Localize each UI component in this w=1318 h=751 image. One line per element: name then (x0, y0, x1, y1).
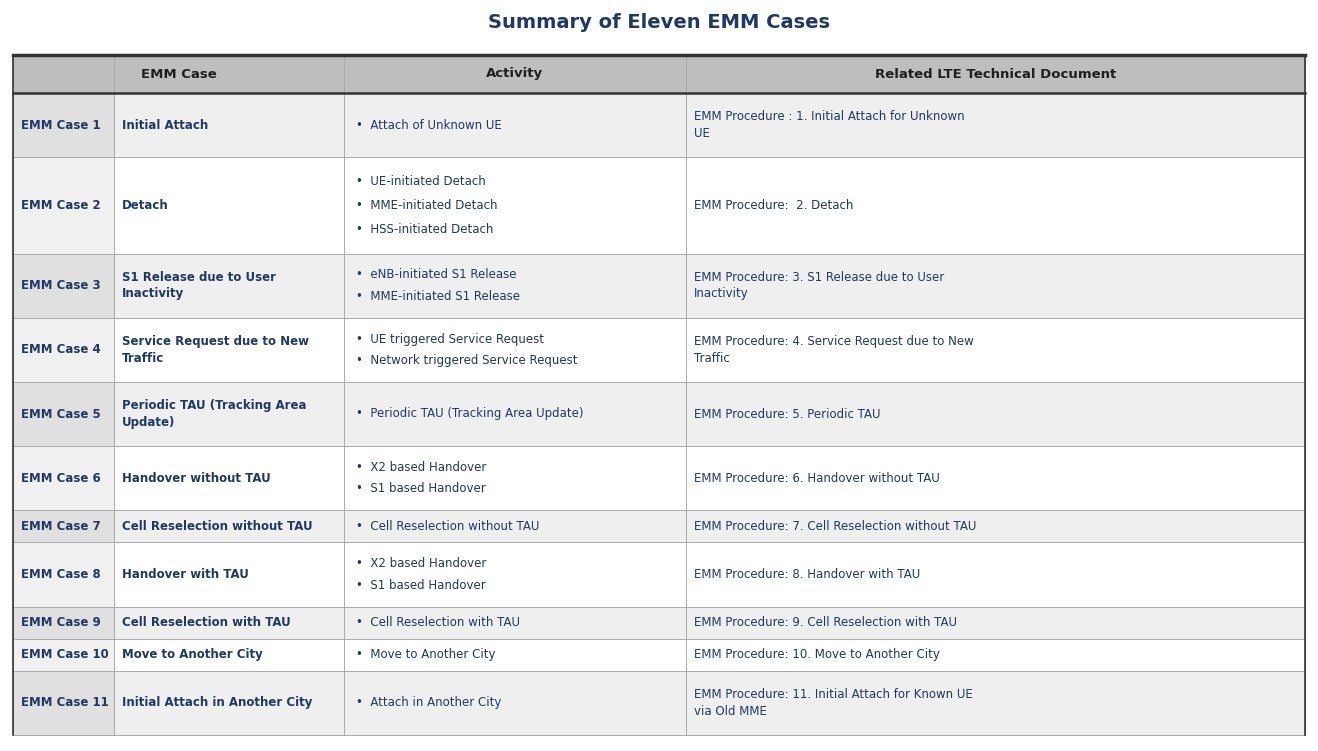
Bar (13, 542, 113, 607)
Bar (113, 542, 344, 607)
Bar (687, 607, 1305, 638)
Text: •  S1 based Handover: • S1 based Handover (356, 579, 485, 592)
Text: EMM Procedure:  2. Detach: EMM Procedure: 2. Detach (695, 199, 854, 212)
Text: S1 Release due to User
Inactivity: S1 Release due to User Inactivity (121, 271, 275, 300)
Text: •  S1 based Handover: • S1 based Handover (356, 482, 485, 496)
Text: Move to Another City: Move to Another City (121, 648, 262, 661)
Text: EMM Procedure: 11. Initial Attach for Known UE
via Old MME: EMM Procedure: 11. Initial Attach for Kn… (695, 688, 973, 718)
Bar (113, 318, 344, 382)
Bar (113, 510, 344, 542)
Bar (344, 93, 687, 157)
Bar (687, 157, 1305, 254)
Text: EMM Procedure: 5. Periodic TAU: EMM Procedure: 5. Periodic TAU (695, 408, 880, 421)
Bar (344, 446, 687, 510)
Bar (113, 446, 344, 510)
Bar (113, 607, 344, 638)
Text: Cell Reselection without TAU: Cell Reselection without TAU (121, 520, 312, 533)
Text: EMM Case 9: EMM Case 9 (21, 616, 100, 629)
Text: Periodic TAU (Tracking Area
Update): Periodic TAU (Tracking Area Update) (121, 400, 306, 429)
Bar (687, 510, 1305, 542)
Text: •  Periodic TAU (Tracking Area Update): • Periodic TAU (Tracking Area Update) (356, 408, 584, 421)
Bar (344, 254, 687, 318)
Bar (687, 382, 1305, 446)
Bar (687, 671, 1305, 735)
Text: EMM Procedure: 10. Move to Another City: EMM Procedure: 10. Move to Another City (695, 648, 940, 661)
Text: Initial Attach in Another City: Initial Attach in Another City (121, 696, 312, 710)
Bar (13, 446, 113, 510)
Text: EMM Case 8: EMM Case 8 (21, 568, 100, 581)
Text: •  eNB-initiated S1 Release: • eNB-initiated S1 Release (356, 268, 517, 282)
Text: •  X2 based Handover: • X2 based Handover (356, 557, 486, 570)
Text: EMM Case 11: EMM Case 11 (21, 696, 109, 710)
Text: EMM Case 10: EMM Case 10 (21, 648, 109, 661)
Text: Handover with TAU: Handover with TAU (121, 568, 249, 581)
Text: •  Cell Reselection without TAU: • Cell Reselection without TAU (356, 520, 539, 533)
Text: •  Attach of Unknown UE: • Attach of Unknown UE (356, 119, 502, 131)
Text: Summary of Eleven EMM Cases: Summary of Eleven EMM Cases (488, 13, 830, 32)
Bar (13, 318, 113, 382)
Bar (344, 318, 687, 382)
Text: •  MME-initiated Detach: • MME-initiated Detach (356, 199, 497, 212)
Bar (344, 607, 687, 638)
Bar (344, 157, 687, 254)
Text: EMM Procedure: 9. Cell Reselection with TAU: EMM Procedure: 9. Cell Reselection with … (695, 616, 957, 629)
Bar (13, 638, 113, 671)
Text: EMM Procedure: 6. Handover without TAU: EMM Procedure: 6. Handover without TAU (695, 472, 940, 484)
Text: •  UE-initiated Detach: • UE-initiated Detach (356, 175, 485, 188)
Bar (687, 93, 1305, 157)
Text: Activity: Activity (486, 68, 543, 80)
Bar (13, 510, 113, 542)
Bar (13, 55, 1305, 93)
Text: EMM Case 3: EMM Case 3 (21, 279, 100, 292)
Text: EMM Procedure: 7. Cell Reselection without TAU: EMM Procedure: 7. Cell Reselection witho… (695, 520, 977, 533)
Bar (344, 671, 687, 735)
Text: Detach: Detach (121, 199, 169, 212)
Text: Related LTE Technical Document: Related LTE Technical Document (875, 68, 1116, 80)
Bar (13, 607, 113, 638)
Text: •  HSS-initiated Detach: • HSS-initiated Detach (356, 223, 493, 236)
Bar (687, 446, 1305, 510)
Bar (113, 157, 344, 254)
Bar (344, 382, 687, 446)
Text: Service Request due to New
Traffic: Service Request due to New Traffic (121, 335, 308, 364)
Text: Handover without TAU: Handover without TAU (121, 472, 270, 484)
Bar (113, 671, 344, 735)
Bar (687, 542, 1305, 607)
Bar (113, 254, 344, 318)
Text: •  Network triggered Service Request: • Network triggered Service Request (356, 354, 577, 367)
Bar (687, 254, 1305, 318)
Text: EMM Procedure: 8. Handover with TAU: EMM Procedure: 8. Handover with TAU (695, 568, 920, 581)
Text: •  X2 based Handover: • X2 based Handover (356, 461, 486, 474)
Bar (113, 638, 344, 671)
Bar (344, 638, 687, 671)
Text: EMM Procedure: 4. Service Request due to New
Traffic: EMM Procedure: 4. Service Request due to… (695, 335, 974, 364)
Text: •  UE triggered Service Request: • UE triggered Service Request (356, 333, 544, 345)
Bar (113, 93, 344, 157)
Text: EMM Procedure: 3. S1 Release due to User
Inactivity: EMM Procedure: 3. S1 Release due to User… (695, 271, 945, 300)
Text: •  Attach in Another City: • Attach in Another City (356, 696, 501, 710)
Bar (344, 542, 687, 607)
Text: EMM Case 7: EMM Case 7 (21, 520, 100, 533)
Bar (13, 254, 113, 318)
Bar (13, 157, 113, 254)
Bar (687, 318, 1305, 382)
Text: EMM Procedure : 1. Initial Attach for Unknown
UE: EMM Procedure : 1. Initial Attach for Un… (695, 110, 965, 140)
Bar (13, 93, 113, 157)
Text: Cell Reselection with TAU: Cell Reselection with TAU (121, 616, 290, 629)
Text: •  Cell Reselection with TAU: • Cell Reselection with TAU (356, 616, 519, 629)
Text: Initial Attach: Initial Attach (121, 119, 208, 131)
Bar (687, 638, 1305, 671)
Text: EMM Case 6: EMM Case 6 (21, 472, 100, 484)
Text: EMM Case 4: EMM Case 4 (21, 343, 100, 356)
Bar (344, 510, 687, 542)
Text: EMM Case 5: EMM Case 5 (21, 408, 100, 421)
Text: EMM Case 2: EMM Case 2 (21, 199, 100, 212)
Text: EMM Case: EMM Case (141, 68, 216, 80)
Text: EMM Case 1: EMM Case 1 (21, 119, 100, 131)
Text: •  MME-initiated S1 Release: • MME-initiated S1 Release (356, 290, 519, 303)
Text: •  Move to Another City: • Move to Another City (356, 648, 496, 661)
Bar (113, 382, 344, 446)
Bar (13, 671, 113, 735)
Bar (13, 382, 113, 446)
